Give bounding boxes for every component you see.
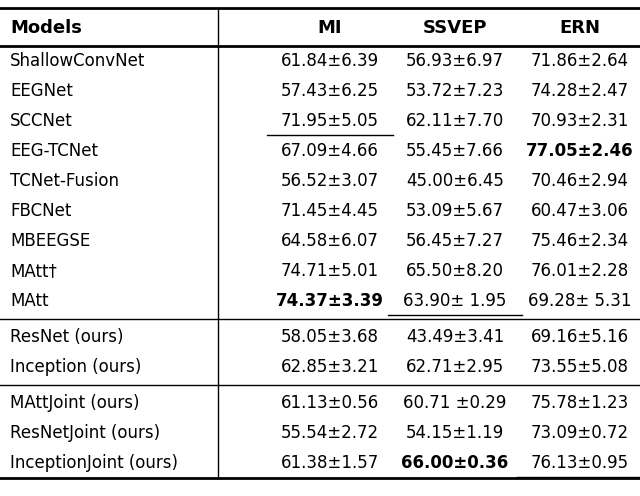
Text: 43.49±3.41: 43.49±3.41 [406, 328, 504, 346]
Text: EEG-TCNet: EEG-TCNet [10, 142, 98, 160]
Text: 73.55±5.08: 73.55±5.08 [531, 358, 629, 376]
Text: 62.71±2.95: 62.71±2.95 [406, 358, 504, 376]
Text: 69.16±5.16: 69.16±5.16 [531, 328, 629, 346]
Text: MBEEGSE: MBEEGSE [10, 232, 90, 250]
Text: SCCNet: SCCNet [10, 112, 73, 130]
Text: 74.71±5.01: 74.71±5.01 [281, 262, 379, 280]
Text: InceptionJoint (ours): InceptionJoint (ours) [10, 454, 178, 472]
Text: 61.13±0.56: 61.13±0.56 [281, 394, 379, 412]
Text: 67.09±4.66: 67.09±4.66 [281, 142, 379, 160]
Text: 73.09±0.72: 73.09±0.72 [531, 424, 629, 442]
Text: ResNetJoint (ours): ResNetJoint (ours) [10, 424, 160, 442]
Text: 63.90± 1.95: 63.90± 1.95 [403, 292, 507, 310]
Text: 71.95±5.05: 71.95±5.05 [281, 112, 379, 130]
Text: 75.78±1.23: 75.78±1.23 [531, 394, 629, 412]
Text: 56.93±6.97: 56.93±6.97 [406, 52, 504, 70]
Text: 76.01±2.28: 76.01±2.28 [531, 262, 629, 280]
Text: 70.93±2.31: 70.93±2.31 [531, 112, 629, 130]
Text: 61.84±6.39: 61.84±6.39 [281, 52, 379, 70]
Text: MAtt: MAtt [10, 292, 49, 310]
Text: MI: MI [317, 19, 342, 37]
Text: ShallowConvNet: ShallowConvNet [10, 52, 145, 70]
Text: 74.28±2.47: 74.28±2.47 [531, 82, 629, 100]
Text: 62.85±3.21: 62.85±3.21 [281, 358, 379, 376]
Text: MAtt†: MAtt† [10, 262, 57, 280]
Text: 71.45±4.45: 71.45±4.45 [281, 202, 379, 220]
Text: 56.45±7.27: 56.45±7.27 [406, 232, 504, 250]
Text: 54.15±1.19: 54.15±1.19 [406, 424, 504, 442]
Text: 55.54±2.72: 55.54±2.72 [281, 424, 379, 442]
Text: 60.47±3.06: 60.47±3.06 [531, 202, 629, 220]
Text: 62.11±7.70: 62.11±7.70 [406, 112, 504, 130]
Text: 61.38±1.57: 61.38±1.57 [281, 454, 379, 472]
Text: 69.28± 5.31: 69.28± 5.31 [528, 292, 632, 310]
Text: 76.13±0.95: 76.13±0.95 [531, 454, 629, 472]
Text: 56.52±3.07: 56.52±3.07 [281, 172, 379, 190]
Text: Models: Models [10, 19, 82, 37]
Text: ResNet (ours): ResNet (ours) [10, 328, 124, 346]
Text: 57.43±6.25: 57.43±6.25 [281, 82, 379, 100]
Text: ERN: ERN [559, 19, 600, 37]
Text: TCNet-Fusion: TCNet-Fusion [10, 172, 119, 190]
Text: EEGNet: EEGNet [10, 82, 73, 100]
Text: MAttJoint (ours): MAttJoint (ours) [10, 394, 140, 412]
Text: 55.45±7.66: 55.45±7.66 [406, 142, 504, 160]
Text: 45.00±6.45: 45.00±6.45 [406, 172, 504, 190]
Text: SSVEP: SSVEP [423, 19, 487, 37]
Text: 64.58±6.07: 64.58±6.07 [281, 232, 379, 250]
Text: 60.71 ±0.29: 60.71 ±0.29 [403, 394, 507, 412]
Text: 70.46±2.94: 70.46±2.94 [531, 172, 629, 190]
Text: 66.00±0.36: 66.00±0.36 [401, 454, 509, 472]
Text: 77.05±2.46: 77.05±2.46 [526, 142, 634, 160]
Text: 53.72±7.23: 53.72±7.23 [406, 82, 504, 100]
Text: FBCNet: FBCNet [10, 202, 72, 220]
Text: 71.86±2.64: 71.86±2.64 [531, 52, 629, 70]
Text: 53.09±5.67: 53.09±5.67 [406, 202, 504, 220]
Text: Inception (ours): Inception (ours) [10, 358, 141, 376]
Text: 74.37±3.39: 74.37±3.39 [276, 292, 384, 310]
Text: 65.50±8.20: 65.50±8.20 [406, 262, 504, 280]
Text: 75.46±2.34: 75.46±2.34 [531, 232, 629, 250]
Text: 58.05±3.68: 58.05±3.68 [281, 328, 379, 346]
